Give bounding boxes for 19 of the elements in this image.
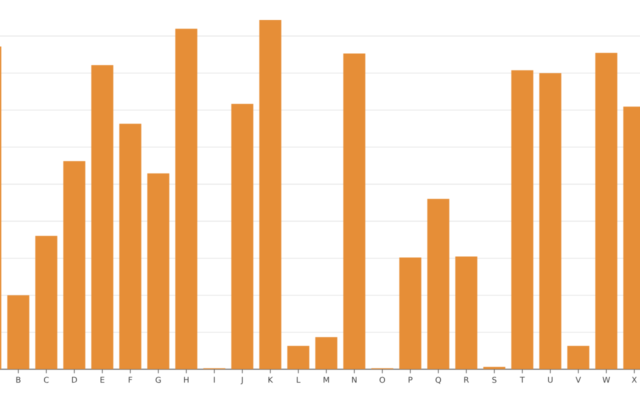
bar	[147, 173, 170, 370]
bar	[455, 256, 478, 370]
bar	[399, 258, 422, 370]
bar	[119, 124, 142, 370]
bar	[63, 161, 86, 370]
bar	[567, 346, 590, 370]
bar	[511, 70, 534, 370]
bar	[259, 20, 282, 370]
bar	[35, 236, 58, 370]
bar	[231, 104, 254, 370]
bar	[7, 295, 30, 370]
bar	[175, 28, 198, 370]
bar	[91, 65, 114, 370]
bar	[315, 337, 338, 370]
bar	[427, 198, 450, 370]
bar	[343, 54, 366, 370]
bar	[595, 52, 618, 370]
bar	[287, 346, 310, 370]
bar	[539, 73, 562, 370]
